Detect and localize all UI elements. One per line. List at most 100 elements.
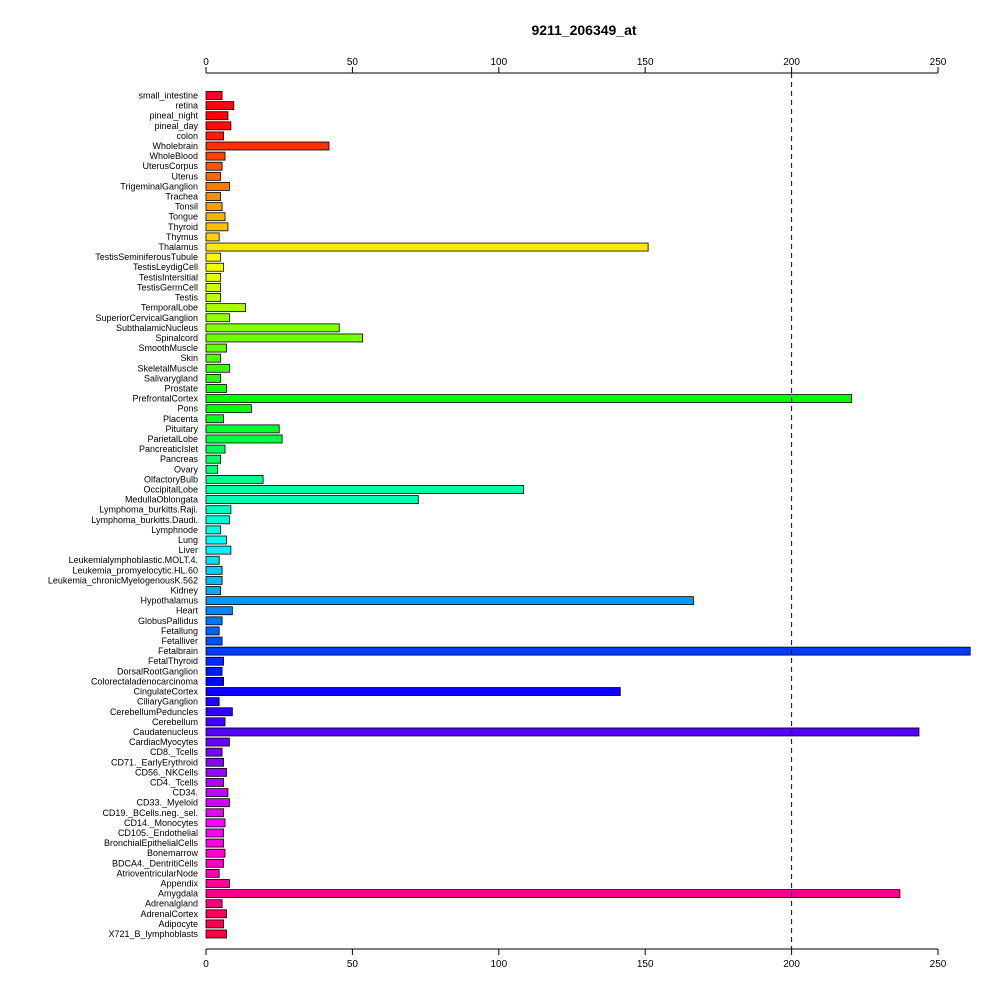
- category-label: Tonsil: [175, 202, 198, 212]
- category-label: Thalamus: [158, 242, 198, 252]
- bar-TrigeminalGanglion: [205, 182, 230, 191]
- category-label: Pituitary: [165, 424, 198, 434]
- category-label: Ovary: [174, 464, 199, 474]
- bar-pineal_day: [205, 121, 232, 131]
- category-label: SuperiorCervicalGanglion: [95, 313, 198, 323]
- category-label: Lymphnode: [151, 525, 198, 535]
- category-label: SubthalamicNucleus: [116, 323, 199, 333]
- bar-Fetalbrain: [205, 646, 971, 656]
- bar-WholeBlood: [205, 151, 226, 161]
- bar-pineal_night: [205, 111, 229, 121]
- category-label: Hypothalamus: [140, 596, 198, 606]
- bar-OccipitalLobe: [205, 485, 525, 494]
- bar-Tongue: [205, 212, 226, 222]
- category-label: Colorectaladenocarcinoma: [91, 676, 198, 686]
- bar-Lymphnode: [205, 525, 222, 535]
- category-label: CardiacMyocytes: [129, 737, 199, 747]
- bar-Adipocyte: [205, 919, 224, 929]
- bar-CD105._Endothelial: [205, 828, 224, 838]
- bar-Amygdala: [205, 889, 901, 898]
- bar-Leukemia_promyelocytic.HL.60: [205, 565, 223, 575]
- category-label: BDCA4._DentritiCells: [112, 858, 199, 868]
- bar-CD4._Tcells: [205, 778, 224, 787]
- bar-UterusCorpus: [205, 161, 223, 171]
- bar-Kidney: [205, 586, 222, 595]
- category-label: AtrioventricularNode: [116, 868, 198, 878]
- category-label: Prostate: [164, 383, 198, 393]
- bar-Tonsil: [205, 202, 223, 212]
- category-label: CD56._NKCells: [135, 767, 199, 777]
- category-label: Cerebellum: [152, 717, 198, 727]
- category-label: pineal_night: [149, 111, 198, 121]
- bar-Testis: [205, 293, 222, 302]
- category-label: Amygdala: [158, 889, 198, 899]
- bar-SkeletalMuscle: [205, 363, 230, 373]
- bar-Spinalcord: [205, 333, 364, 343]
- category-label: Leukemia_promyelocytic.HL.60: [72, 565, 198, 575]
- bar-Caudatenucleus: [205, 727, 920, 737]
- category-label: CD34.: [172, 788, 198, 798]
- bar-PrefrontalCortex: [205, 394, 853, 403]
- bar-Thyroid: [205, 222, 229, 232]
- category-label: Fetallung: [161, 626, 198, 636]
- bar-TemporalLobe: [205, 303, 246, 313]
- category-label: GlobusPallidus: [138, 616, 199, 626]
- bar-Pituitary: [205, 424, 280, 434]
- category-label: Placenta: [163, 414, 198, 424]
- bar-SubthalamicNucleus: [205, 323, 340, 333]
- category-label: CD8._Tcells: [150, 747, 199, 757]
- bar-GlobusPallidus: [205, 616, 223, 626]
- bars: [205, 91, 971, 939]
- category-label: Leukemia_chronicMyelogenousK.562: [48, 575, 198, 585]
- bar-Skin: [205, 353, 222, 363]
- bar-BDCA4._DentritiCells: [205, 858, 224, 868]
- category-label: Fetalliver: [161, 636, 198, 646]
- category-label: Adrenalgland: [145, 899, 198, 909]
- category-label: SkeletalMuscle: [137, 363, 198, 373]
- category-label: BronchialEpithelialCells: [104, 838, 199, 848]
- bar-colon: [205, 131, 224, 141]
- category-label: UterusCorpus: [142, 161, 198, 171]
- category-label: TestisIntersitial: [139, 272, 198, 282]
- bottom-x-axis: 0 50 100 150 200 250: [203, 948, 947, 970]
- category-label: TestisLeydigCell: [133, 262, 198, 272]
- bar-Thymus: [205, 232, 220, 242]
- chart-title: 9211_206349_at: [531, 22, 636, 38]
- bar-BronchialEpithelialCells: [205, 838, 224, 848]
- bar-TestisSeminiferousTubule: [205, 252, 222, 262]
- category-label: Testis: [175, 293, 199, 303]
- category-label: AdrenalCortex: [140, 909, 198, 919]
- x-tick-label: 200: [783, 57, 800, 68]
- bar-CD71._EarlyErythroid: [205, 757, 224, 767]
- bar-Thalamus: [205, 242, 649, 252]
- category-label: Pancreas: [160, 454, 199, 464]
- category-label: Bonemarrow: [147, 848, 199, 858]
- category-label: Heart: [176, 606, 199, 616]
- category-label: DorsalRootGanglion: [117, 666, 198, 676]
- category-label: PrefrontalCortex: [132, 394, 198, 404]
- x-tick-label: 0: [203, 959, 209, 970]
- category-label: Fetalbrain: [158, 646, 198, 656]
- category-label: Spinalcord: [155, 333, 198, 343]
- x-tick-label: 100: [490, 959, 507, 970]
- category-label: Lymphoma_burkitts.Daudi.: [91, 515, 198, 525]
- bar-Salivarygland: [205, 373, 222, 383]
- category-label: Skin: [180, 353, 198, 363]
- bar-Trachea: [205, 192, 222, 201]
- bar-Placenta: [205, 414, 224, 424]
- category-label: Thymus: [166, 232, 199, 242]
- bar-Liver: [205, 545, 232, 555]
- bar-FetalThyroid: [205, 656, 224, 666]
- bar-Ovary: [205, 464, 219, 474]
- category-label: Thyroid: [168, 222, 198, 232]
- bar-Adrenalgland: [205, 899, 223, 909]
- category-label: ParietalLobe: [147, 434, 198, 444]
- bar-CardiacMyocytes: [205, 737, 230, 747]
- category-labels: small_intestineretinapineal_nightpineal_…: [48, 91, 199, 940]
- bar-Bonemarrow: [205, 848, 226, 858]
- x-tick-label: 0: [203, 57, 209, 68]
- bar-Prostate: [205, 384, 227, 393]
- bar-Fetalliver: [205, 636, 223, 646]
- category-label: MedullaOblongata: [125, 495, 198, 505]
